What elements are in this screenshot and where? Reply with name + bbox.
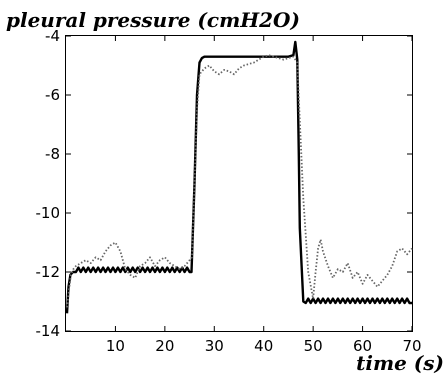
y-tick-label: -14 [36,322,61,340]
x-tick-label: 40 [254,337,273,355]
x-axis-label: time (s) [356,351,444,375]
x-tick-label: 10 [106,337,125,355]
y-tick-label: -12 [36,263,61,281]
y-tick-label: -8 [45,145,60,163]
x-tick-label: 70 [402,337,421,355]
x-tick-label: 50 [304,337,323,355]
chart-title: pleural pressure (cmH2O) [6,8,300,32]
y-tick-label: -6 [45,86,60,104]
x-tick-label: 30 [205,337,224,355]
series-line-dotted [66,54,413,308]
axis-ticks: 10 20 30 40 50 60 70 -4 -6 -8 -10 -12 -14 [36,27,422,355]
y-tick-label: -10 [36,204,61,222]
series-line-solid [65,40,412,314]
y-tick-label: -4 [45,27,60,45]
plot-area-frame [65,35,413,332]
series-layer [65,40,413,314]
x-tick-label: 20 [155,337,174,355]
x-tick-label: 60 [353,337,372,355]
